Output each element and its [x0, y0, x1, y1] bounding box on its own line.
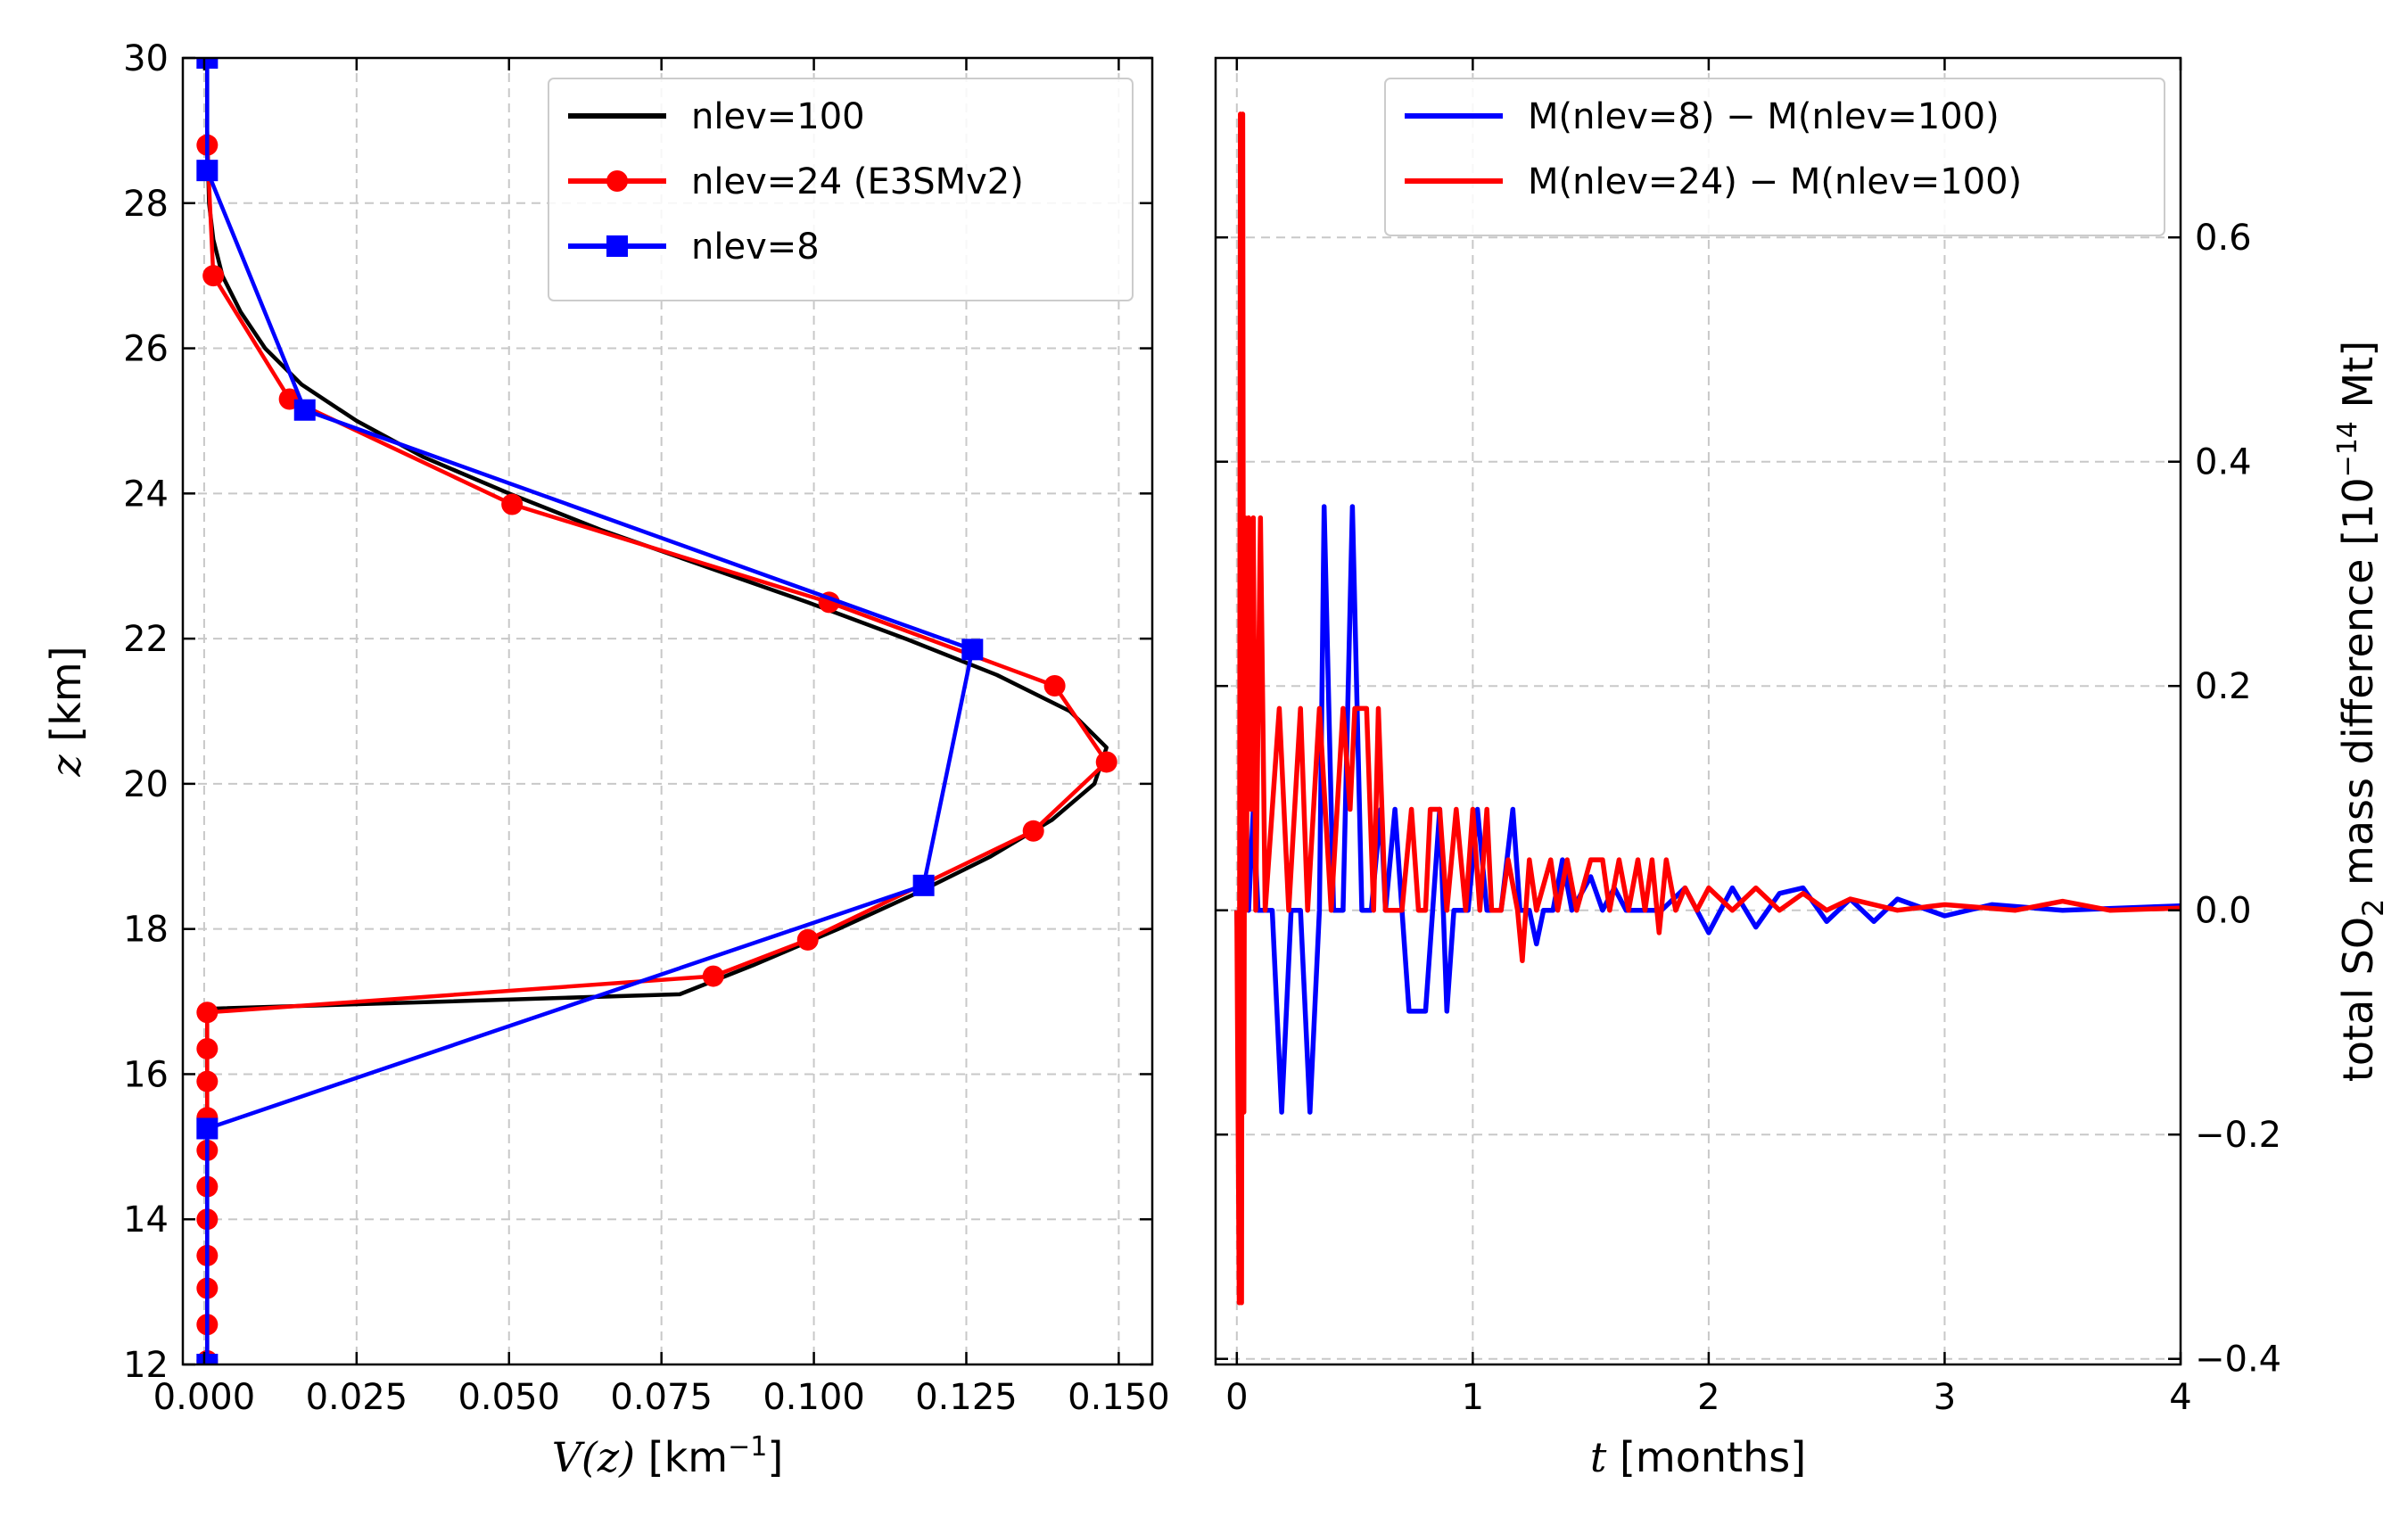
y-tick-label: 18 [123, 910, 169, 951]
legend-entry: nlev=100 [691, 96, 865, 137]
legend-entry: nlev=24 (E3SMv2) [691, 161, 1024, 202]
x-tick-label: 3 [1934, 1377, 1956, 1418]
x-tick-label: 0.100 [763, 1377, 865, 1418]
data-point-square [196, 160, 219, 182]
y-tick-label: 20 [123, 764, 169, 805]
vertical-profile-panel: 0.000 0.025 0.050 0.075 0.100 0.125 0.150 12 14 1… [42, 38, 1170, 1481]
x-axis-symbol: V(z) [552, 1433, 635, 1481]
x-axis-label: V(z) [km−1] [552, 1431, 784, 1481]
x-axis-label: t [months] [1590, 1433, 1806, 1481]
x-tick-label: 0.075 [610, 1377, 713, 1418]
legend-box [1384, 78, 2165, 236]
data-point-circle [202, 265, 225, 287]
legend-entry: M(nlev=24) − M(nlev=100) [1528, 161, 2022, 202]
legend-entry: M(nlev=8) − M(nlev=100) [1528, 96, 2000, 137]
x-axis-unit-end: ] [767, 1433, 783, 1481]
grid-lines [1216, 58, 2181, 1364]
y-tick-label: −0.2 [2195, 1115, 2281, 1156]
legend: M(nlev=8) − M(nlev=100) M(nlev=24) − M(nl… [1384, 78, 2165, 236]
y-axis-end: Mt] [2334, 341, 2382, 421]
y-axis-unit: [km] [42, 646, 90, 754]
data-point-circle [196, 1070, 219, 1092]
x-tick-label: 0.050 [458, 1377, 560, 1418]
y-tick-label: 0.4 [2195, 442, 2252, 483]
data-point-circle [1095, 751, 1117, 773]
y-tick-label: 0.2 [2195, 666, 2252, 707]
data-point-square [912, 874, 935, 896]
x-tick-label: 0.125 [915, 1377, 1018, 1418]
y-tick-label: 30 [123, 38, 169, 79]
x-axis-symbol: t [1590, 1433, 1607, 1481]
series-line-0 [205, 58, 1109, 1364]
y-tick-label: −0.4 [2195, 1340, 2281, 1381]
mass-difference-panel: 0 1 2 3 4−0.4 −0.2 0.0 0.2 0.4 0.6 t [months] total… [1214, 56, 2390, 1481]
data-point-circle [1022, 820, 1044, 842]
y-tick-label: 12 [123, 1345, 169, 1386]
legend-box [548, 78, 1134, 301]
series-line-1 [1234, 111, 2181, 1306]
legend-entry: nlev=8 [691, 227, 820, 268]
plot-area [1234, 111, 2181, 1306]
x-tick-label: 1 [1462, 1377, 1484, 1418]
y-axis-label: total SO2 mass difference [10−14 Mt] [2332, 341, 2390, 1082]
tick-marks [1216, 58, 2182, 1364]
y-tick-label: 26 [123, 329, 169, 370]
data-point-circle [196, 1002, 219, 1024]
data-point-square [293, 399, 316, 421]
y-tick-label: 16 [123, 1054, 169, 1095]
tick-marks [183, 56, 1152, 1366]
x-tick-label: 2 [1697, 1377, 1719, 1418]
y-axis-label: z [km] [42, 646, 90, 777]
axes-frame [1214, 56, 2182, 1366]
data-point-circle [796, 928, 819, 951]
series-line-0 [1234, 504, 2181, 1115]
plot-area [196, 58, 1117, 1364]
legend-marker-circle [606, 170, 628, 192]
data-point-square [961, 639, 984, 661]
data-point-circle [1043, 675, 1066, 697]
y-axis-symbol: z [42, 754, 90, 778]
data-point-square [196, 1117, 219, 1140]
y-tick-label: 14 [123, 1199, 169, 1241]
data-point-square [196, 1354, 219, 1364]
x-axis-unit-sup: −1 [728, 1431, 767, 1463]
y-axis-mid: mass difference [10 [2334, 477, 2382, 898]
x-tick-label: 0.025 [306, 1377, 408, 1418]
data-point-square [196, 58, 219, 69]
x-axis-unit: [km [635, 1433, 728, 1481]
x-tick-label: 0.000 [153, 1377, 256, 1418]
legend: nlev=100 nlev=24 (E3SMv2) nlev=8 [548, 78, 1134, 301]
series-line-1 [205, 144, 1109, 1361]
x-axis-unit: [months] [1606, 1433, 1806, 1481]
data-point-circle [196, 1037, 219, 1059]
y-axis-prefix: total SO [2334, 917, 2382, 1082]
y-axis-sup: −14 [2332, 421, 2363, 477]
x-tick-label: 4 [2169, 1377, 2191, 1418]
y-tick-label: 22 [123, 619, 169, 660]
y-tick-label: 0.0 [2195, 891, 2252, 932]
x-tick-label: 0.150 [1068, 1377, 1170, 1418]
legend-marker-square [606, 235, 628, 257]
y-axis-sub: 2 [2356, 899, 2390, 917]
y-tick-label: 24 [123, 474, 169, 515]
data-point-circle [501, 493, 524, 515]
axes-frame [181, 56, 1154, 1366]
x-tick-label: 0 [1225, 1377, 1248, 1418]
y-tick-label: 28 [123, 184, 169, 225]
data-point-circle [702, 965, 724, 987]
y-tick-label: 0.6 [2195, 218, 2252, 259]
